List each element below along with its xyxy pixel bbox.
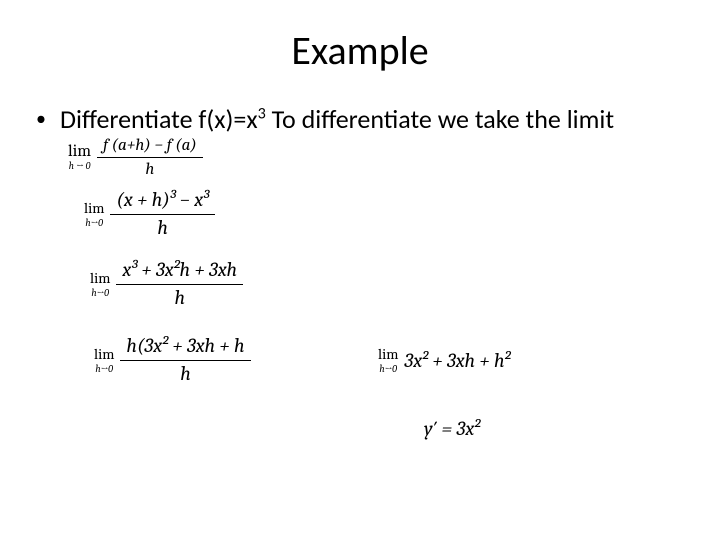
- eq2-sub: h→0: [91, 288, 109, 298]
- lim-word: lim: [68, 143, 91, 160]
- eq4-sub: h→0: [379, 364, 397, 374]
- slide-title: Example: [36, 26, 684, 75]
- definition-fraction: f (a+h) − f (a) h: [97, 136, 203, 179]
- eq3-lim: lim: [94, 347, 114, 362]
- eq1-lim: lim: [84, 201, 104, 216]
- definition-limit: lim h → 0 f (a+h) − f (a) h: [68, 136, 203, 179]
- equation-1: lim h→0 (x + h)³ − x³ h: [84, 189, 215, 239]
- bullet-item: • Differentiate f(x)=x3 To differentiate…: [36, 103, 684, 179]
- definition-num: f (a+h) − f (a): [97, 136, 203, 158]
- bullet-exp: 3: [258, 104, 266, 123]
- equation-3: lim h→0 h(3x² + 3xh + h h: [94, 335, 251, 385]
- equation-5: y′ = 3x²: [424, 417, 480, 440]
- eq2-num: x³ + 3x²h + 3xh: [116, 259, 243, 284]
- eq2-den: h: [168, 285, 191, 309]
- bullet-text: Differentiate f(x)=x3 To differentiate w…: [60, 103, 684, 179]
- eq1-num: (x + h)³ − x³: [110, 189, 214, 214]
- bullet-prefix: Differentiate f(x)=x: [60, 103, 258, 135]
- equation-area: lim h→0 (x + h)³ − x³ h lim h→0 x³ + 3x²…: [36, 189, 684, 509]
- equation-4: lim h→0 3x² + 3xh + h²: [378, 341, 510, 374]
- bullet-suffix: To differentiate we take the limit: [266, 103, 614, 135]
- definition-den: h: [139, 158, 160, 179]
- eq4-lim: lim: [378, 347, 398, 362]
- eq3-sub: h→0: [95, 364, 113, 374]
- eq4-expr: 3x² + 3xh + h²: [404, 349, 510, 372]
- eq1-sub: h→0: [85, 218, 103, 228]
- slide: Example • Differentiate f(x)=x3 To diffe…: [0, 0, 720, 540]
- eq1-den: h: [151, 215, 174, 239]
- eq3-den: h: [174, 361, 197, 385]
- lim-stack: lim h → 0: [68, 143, 91, 172]
- lim-sub: h → 0: [69, 162, 91, 172]
- eq2-lim: lim: [90, 271, 110, 286]
- eq3-num: h(3x² + 3xh + h: [120, 335, 250, 360]
- equation-2: lim h→0 x³ + 3x²h + 3xh h: [90, 259, 243, 309]
- eq5-text: y′ = 3x²: [424, 417, 480, 440]
- bullet-marker: •: [36, 103, 46, 135]
